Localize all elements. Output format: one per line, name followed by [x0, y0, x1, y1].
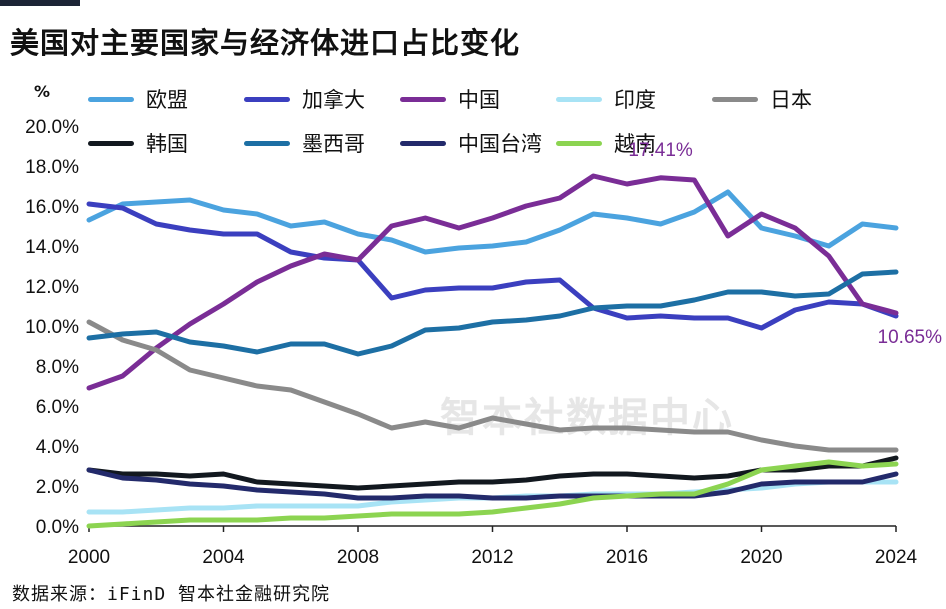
legend-item-korea: 韩国 [88, 130, 188, 156]
series-line-0 [86, 189, 899, 255]
legend-swatch-taiwan [400, 140, 446, 146]
y-tick-label: 14.0% [25, 237, 79, 258]
data-label-annotation: 10.65% [878, 327, 943, 348]
x-tick-label: 2012 [471, 547, 513, 568]
legend-label-eu: 欧盟 [146, 88, 188, 112]
y-tick-label: 20.0% [25, 117, 79, 138]
legend-swatch-korea [88, 140, 134, 146]
legend-label-vietnam: 越南 [614, 132, 656, 156]
source-footnote: 数据来源：iFinD 智本社金融研究院 [12, 584, 331, 605]
y-tick-label: 16.0% [25, 197, 79, 218]
legend-label-korea: 韩国 [146, 132, 188, 156]
legend-swatch-canada [244, 96, 290, 102]
y-tick-label: 18.0% [25, 157, 79, 178]
legend-label-taiwan: 中国台湾 [458, 132, 542, 156]
x-tick-label: 2020 [740, 547, 782, 568]
x-tick-label: 2004 [202, 547, 245, 568]
data-label-annotation: 17.41% [628, 140, 693, 161]
legend-label-mexico: 墨西哥 [302, 132, 365, 156]
legend-item-vietnam: 越南 [556, 130, 656, 156]
y-tick-label: 8.0% [36, 357, 79, 378]
y-tick-label: 0.0% [36, 517, 79, 538]
y-tick-label: 2.0% [36, 477, 79, 498]
x-tick-label: 2024 [875, 547, 918, 568]
y-tick-label: 6.0% [36, 397, 79, 418]
series-line-1 [86, 201, 899, 331]
title-accent-bar [0, 0, 80, 6]
legend-item-eu: 欧盟 [88, 86, 188, 112]
legend-label-india: 印度 [614, 88, 656, 112]
legend-item-canada: 加拿大 [244, 86, 365, 112]
y-tick-label: 4.0% [36, 437, 79, 458]
legend-item-japan: 日本 [712, 86, 812, 112]
legend-label-japan: 日本 [770, 88, 812, 112]
legend-item-china: 中国 [400, 86, 500, 112]
legend-swatch-vietnam [556, 140, 602, 146]
y-axis-unit-label: % [34, 82, 51, 101]
legend-swatch-eu [88, 96, 134, 102]
series-line-6 [86, 269, 899, 357]
series-line-4 [86, 319, 899, 453]
legend-item-mexico: 墨西哥 [244, 130, 365, 156]
legend-swatch-japan [712, 96, 758, 102]
legend-label-canada: 加拿大 [302, 88, 365, 112]
y-tick-label: 10.0% [25, 317, 79, 338]
chart-title: 美国对主要国家与经济体进口占比变化 [10, 26, 521, 60]
x-tick-label: 2016 [606, 547, 648, 568]
series-line-7 [86, 467, 899, 501]
x-tick-label: 2008 [337, 547, 379, 568]
series-line-2 [86, 173, 899, 391]
legend: 欧盟 加拿大 中国 印度 日本 韩国 墨西哥 中国台湾 越南 [0, 0, 946, 160]
series-line-8 [86, 459, 899, 529]
y-tick-label: 12.0% [25, 277, 79, 298]
legend-label-china: 中国 [458, 88, 500, 112]
legend-item-india: 印度 [556, 86, 656, 112]
legend-item-taiwan: 中国台湾 [400, 130, 542, 156]
legend-swatch-india [556, 96, 602, 102]
legend-swatch-mexico [244, 140, 290, 146]
x-tick-label: 2000 [68, 547, 110, 568]
legend-swatch-china [400, 96, 446, 102]
